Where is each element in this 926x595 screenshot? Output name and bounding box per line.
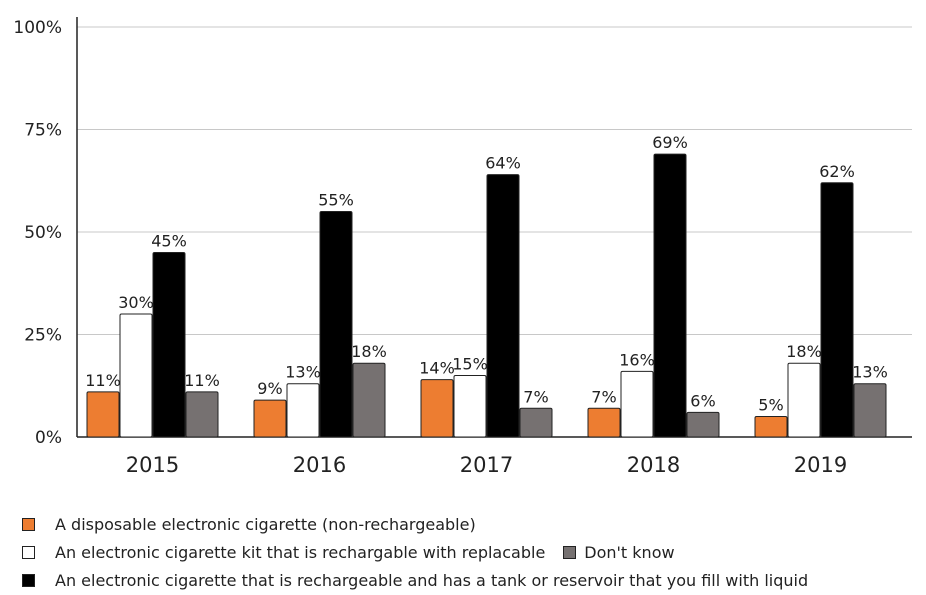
legend-row-2: An electronic cigarette kit that is rech… bbox=[22, 538, 922, 566]
data-label-2018-series-0: 7% bbox=[591, 387, 616, 406]
x-tick-label-2018: 2018 bbox=[627, 453, 680, 477]
bar-2018-series-3 bbox=[686, 411, 720, 438]
data-label-2015-series-1: 30% bbox=[118, 293, 154, 312]
data-label-2019-series-2: 62% bbox=[819, 162, 855, 181]
x-tick-label-2015: 2015 bbox=[126, 453, 179, 477]
legend-swatch-kit bbox=[22, 545, 35, 559]
legend-label-disposable: A disposable electronic cigarette (non-r… bbox=[55, 514, 476, 534]
bar-2019-series-3 bbox=[853, 383, 887, 438]
data-label-2019-series-0: 5% bbox=[758, 396, 783, 415]
legend-item-dont-know: Don't know bbox=[563, 542, 675, 562]
bar-2016-series-0 bbox=[253, 399, 287, 438]
legend: A disposable electronic cigarette (non-r… bbox=[22, 510, 922, 594]
data-label-2015-series-0: 11% bbox=[85, 371, 121, 390]
data-label-2019-series-3: 13% bbox=[852, 363, 888, 382]
legend-swatch-disposable bbox=[22, 517, 35, 531]
bar-2018-series-0 bbox=[587, 407, 621, 438]
x-tick-label-2017: 2017 bbox=[460, 453, 513, 477]
legend-row-3: An electronic cigarette that is recharge… bbox=[22, 566, 922, 594]
legend-item-kit: An electronic cigarette kit that is rech… bbox=[22, 543, 545, 562]
data-label-2015-series-2: 45% bbox=[151, 232, 187, 251]
data-label-2018-series-1: 16% bbox=[619, 350, 655, 369]
data-label-2016-series-3: 18% bbox=[351, 342, 387, 361]
bar-2017-series-0 bbox=[420, 379, 454, 438]
bar-2015-series-2 bbox=[152, 252, 186, 438]
data-label-2019-series-1: 18% bbox=[786, 342, 822, 361]
bar-2015-series-0 bbox=[86, 391, 120, 438]
legend-label-kit: An electronic cigarette kit that is rech… bbox=[55, 542, 546, 562]
data-labels: 11%30%45%11% 9%13%55%18%14%15%64%7% 7%16%6… bbox=[85, 133, 888, 414]
bar-2015-series-1 bbox=[119, 313, 153, 438]
y-tick-label: 50% bbox=[24, 223, 62, 243]
y-tick-label: 25% bbox=[24, 326, 62, 346]
legend-row-1: A disposable electronic cigarette (non-r… bbox=[22, 510, 922, 538]
legend-swatch-dont-know bbox=[563, 545, 577, 559]
data-label-2018-series-3: 6% bbox=[690, 391, 715, 410]
legend-item-disposable: A disposable electronic cigarette (non-r… bbox=[22, 515, 476, 534]
bar-2018-series-1 bbox=[620, 370, 654, 438]
bar-2019-series-0 bbox=[754, 416, 788, 438]
bar-2016-series-1 bbox=[286, 383, 320, 438]
bar-2016-series-3 bbox=[352, 362, 386, 438]
data-label-2017-series-3: 7% bbox=[523, 387, 548, 406]
data-label-2017-series-0: 14% bbox=[419, 359, 455, 378]
legend-item-tank: An electronic cigarette that is recharge… bbox=[22, 571, 808, 590]
bar-2017-series-3 bbox=[519, 407, 553, 438]
legend-label-dont-know: Don't know bbox=[584, 542, 675, 562]
x-tick-label-2019: 2019 bbox=[794, 453, 847, 477]
y-tick-label: 100% bbox=[13, 18, 62, 38]
bar-2019-series-2 bbox=[820, 182, 854, 438]
data-label-2016-series-2: 55% bbox=[318, 191, 354, 210]
bar-2018-series-2 bbox=[653, 153, 687, 438]
legend-swatch-tank bbox=[22, 573, 35, 587]
x-tick-label-2016: 2016 bbox=[293, 453, 346, 477]
data-label-2017-series-1: 15% bbox=[452, 355, 488, 374]
bar-2017-series-1 bbox=[453, 375, 487, 438]
data-label-2016-series-1: 13% bbox=[285, 363, 321, 382]
data-label-2017-series-2: 64% bbox=[485, 154, 521, 173]
legend-label-tank: An electronic cigarette that is recharge… bbox=[55, 570, 809, 590]
y-tick-label: 0% bbox=[35, 428, 62, 448]
bar-2019-series-1 bbox=[787, 362, 821, 438]
y-tick-label: 75% bbox=[24, 121, 62, 141]
bar-2016-series-2 bbox=[319, 211, 353, 438]
data-label-2015-series-3: 11% bbox=[184, 371, 220, 390]
bar-2015-series-3 bbox=[185, 391, 219, 438]
data-label-2018-series-2: 69% bbox=[652, 133, 688, 152]
bars bbox=[86, 153, 887, 438]
bar-2017-series-2 bbox=[486, 174, 520, 438]
bar-chart: 0% 25% 50% 75% 100% 2015 2016 2017 2018 2019 11% 3… bbox=[13, 17, 912, 477]
data-label-2016-series-0: 9% bbox=[257, 379, 282, 398]
